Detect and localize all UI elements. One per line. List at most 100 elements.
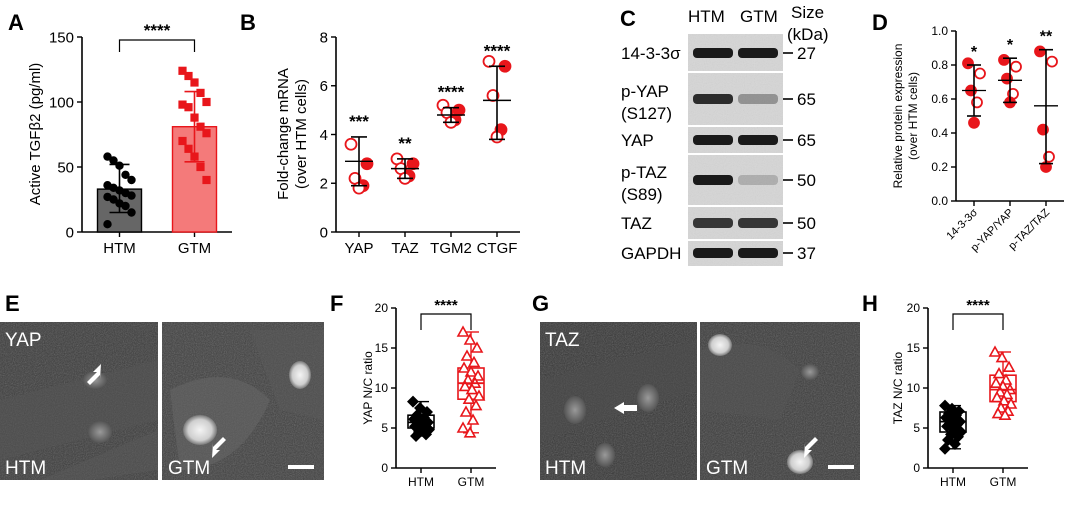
data-point — [420, 428, 432, 441]
x-tick-label: CTGF — [477, 240, 518, 257]
data-point — [962, 57, 974, 70]
y-tick-label: 0.2 — [931, 160, 948, 174]
significance-label: **** — [438, 83, 465, 102]
data-point — [998, 54, 1010, 66]
data-point — [109, 156, 118, 165]
data-point — [178, 136, 187, 146]
blot-size-label: 27 — [797, 44, 816, 63]
significance-label: ** — [398, 134, 412, 153]
data-point — [968, 116, 980, 129]
blot-size-header: Size — [791, 3, 824, 22]
significance-label: **** — [484, 41, 511, 60]
data-point — [989, 376, 1003, 389]
data-point — [991, 406, 1005, 419]
y-axis-label: YAP N/C ratio — [361, 351, 375, 425]
data-point — [469, 398, 483, 411]
y-tick-label: 15 — [375, 341, 389, 355]
data-point — [410, 430, 422, 442]
data-point — [344, 137, 358, 151]
y-tick-label: 0 — [320, 224, 328, 241]
chart-f: 0 5 10 15 20 HTM GTM YAP N/C ratio **** — [361, 297, 496, 489]
y-tick-label: 20 — [907, 301, 921, 315]
blot-row-label: YAP — [621, 131, 654, 150]
blot-size-label: 65 — [797, 90, 816, 109]
arrow-icon — [212, 437, 226, 458]
y-axis-label-line2: (over HTM cells) — [906, 72, 920, 160]
panel-letter-c: C — [620, 6, 636, 31]
blot-row-label: p-YAP — [621, 82, 669, 101]
data-point — [127, 175, 136, 185]
arrow-icon — [614, 402, 637, 414]
chart-b: 0 2 4 6 8 YAP TAZ TGM2 CTGF Fold-change mRNA (over… — [275, 29, 520, 257]
data-point — [457, 361, 471, 373]
data-point — [456, 421, 470, 433]
data-point — [942, 434, 954, 446]
y-tick-label: 15 — [907, 341, 921, 355]
data-point — [406, 157, 420, 171]
x-tick-label: GTM — [178, 240, 211, 257]
micrograph-e-stain-label: YAP — [5, 330, 42, 351]
western-blot: HTM GTM Size (kDa) 14-3-3σ 27 p-YAP (S127) 6… — [621, 3, 829, 266]
x-tick-label: HTM — [103, 240, 136, 257]
data-point — [472, 389, 486, 401]
blot-band-gtm — [738, 48, 778, 58]
blot-band-htm — [693, 94, 733, 104]
significance-label: * — [971, 44, 978, 61]
x-tick-label: HTM — [408, 475, 434, 489]
micrograph-g-right-label: GTM — [706, 458, 748, 479]
data-point — [1046, 55, 1058, 68]
panel-letter-g: G — [532, 291, 549, 316]
data-point — [460, 349, 474, 361]
y-tick-label: 0.4 — [931, 126, 948, 140]
y-tick-label: 1.0 — [931, 24, 948, 38]
y-tick-label: 0 — [66, 224, 74, 241]
data-point — [1034, 45, 1046, 58]
data-point — [115, 161, 124, 170]
y-tick-label: 6 — [320, 78, 328, 95]
y-axis-label: TAZ N/C ratio — [891, 351, 905, 424]
significance-label: **** — [434, 297, 458, 314]
data-point — [202, 175, 211, 185]
panel-letter-h: H — [862, 291, 878, 316]
blot-header-gtm: GTM — [740, 7, 778, 26]
data-point — [178, 66, 187, 75]
data-point — [949, 438, 961, 450]
blot-band-htm — [693, 248, 733, 258]
y-tick-label: 4 — [320, 127, 328, 144]
micrograph-e: YAP HTM GTM — [0, 322, 324, 480]
significance-bracket — [420, 313, 472, 330]
micrograph-e-right-label: GTM — [168, 458, 210, 479]
y-tick-label: 5 — [913, 421, 920, 435]
x-tick-label: GTM — [458, 475, 485, 489]
y-tick-label: 2 — [320, 176, 328, 193]
data-point — [992, 366, 1006, 379]
blot-header-htm: HTM — [688, 7, 725, 26]
scale-bar — [288, 465, 314, 469]
significance-label: *** — [349, 112, 369, 131]
y-axis-label: Relative protein expression — [891, 44, 905, 189]
data-point — [974, 67, 986, 80]
data-point — [407, 395, 419, 408]
x-tick-label: TGM2 — [430, 240, 472, 257]
blot-row-label: GAPDH — [621, 244, 681, 263]
data-point — [1010, 60, 1022, 73]
y-tick-label: 20 — [375, 301, 389, 315]
blot-row-label: TAZ — [621, 214, 652, 233]
data-point — [463, 426, 477, 438]
data-point — [998, 408, 1012, 421]
blot-band-gtm — [738, 248, 778, 258]
data-point — [121, 201, 130, 211]
data-point — [202, 97, 211, 107]
data-point — [1002, 360, 1016, 373]
y-tick-label: 0.0 — [931, 194, 948, 208]
panel-letter-a: A — [8, 10, 24, 35]
data-point — [988, 345, 1002, 357]
y-tick-label: 0.8 — [931, 58, 948, 72]
data-point — [184, 103, 193, 112]
data-point — [127, 191, 136, 200]
data-point — [465, 382, 479, 395]
arrow-icon — [804, 437, 818, 458]
blot-band-gtm — [738, 218, 778, 228]
y-tick-label: 8 — [320, 29, 328, 46]
